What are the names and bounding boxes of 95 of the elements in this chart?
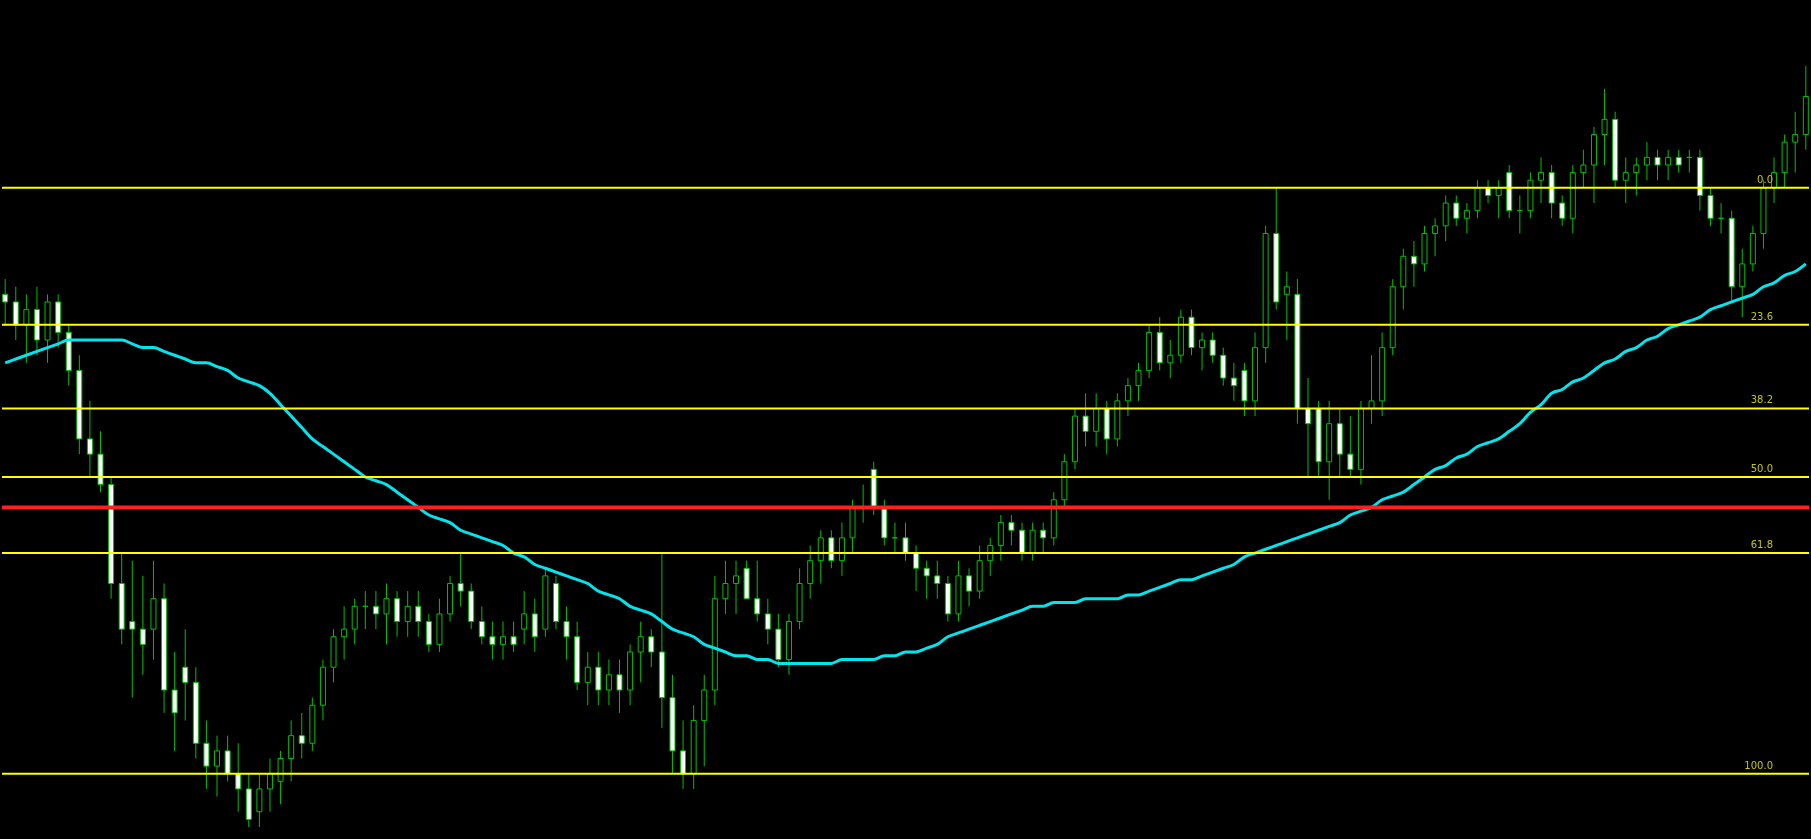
- candlestick: [1305, 377, 1311, 478]
- candlestick: [1167, 339, 1174, 379]
- candlestick: [23, 293, 30, 364]
- candlestick: [1633, 156, 1640, 196]
- annotation: 38.2: [1750, 394, 1773, 406]
- candlestick: [1463, 202, 1470, 234]
- candlestick: [351, 598, 358, 645]
- candlestick: [171, 651, 178, 752]
- candlestick: [648, 628, 655, 668]
- candlestick: [1559, 194, 1566, 227]
- candlestick: [1432, 217, 1439, 257]
- candlestick: [12, 286, 19, 341]
- candlestick: [404, 590, 411, 638]
- candlestick: [1453, 194, 1460, 227]
- candlestick: [1082, 392, 1089, 448]
- candlestick: [838, 522, 845, 577]
- candlestick: [754, 560, 761, 623]
- candlestick: [235, 742, 242, 813]
- candlestick: [1220, 347, 1227, 387]
- candlestick: [1347, 415, 1354, 478]
- candlestick: [1410, 240, 1417, 288]
- candlestick: [1029, 522, 1036, 562]
- candlestick: [203, 719, 210, 790]
- candlestick: [828, 529, 835, 569]
- candlestick: [224, 735, 231, 782]
- candlestick: [1199, 331, 1206, 371]
- candlestick: [129, 560, 136, 699]
- candlestick: [277, 750, 284, 805]
- candlestick: [521, 590, 528, 645]
- candlestick: [1707, 187, 1714, 227]
- candlestick: [563, 605, 570, 661]
- annotation: 61.8: [1750, 539, 1773, 551]
- candlestick: [1601, 88, 1608, 166]
- candlestick: [913, 544, 920, 592]
- candlestick: [1675, 149, 1682, 174]
- candlestick: [923, 560, 930, 600]
- candlestick: [637, 621, 644, 683]
- candlestick: [807, 544, 814, 600]
- candlestick: [1442, 194, 1449, 242]
- candlestick: [383, 583, 390, 645]
- candlestick: [595, 651, 602, 706]
- candlestick: [1008, 514, 1015, 546]
- candlestick: [394, 590, 401, 638]
- candlestick: [722, 560, 729, 615]
- candlestick: [764, 598, 771, 645]
- candlestick: [1739, 248, 1746, 318]
- candlestick: [139, 575, 146, 676]
- candlestick: [510, 621, 517, 653]
- candlestick: [266, 758, 273, 813]
- candlestick: [478, 605, 485, 645]
- candlestick: [1538, 156, 1545, 204]
- candlestick: [1093, 392, 1100, 448]
- annotation: 50.0: [1750, 462, 1773, 474]
- candlestick: [1654, 149, 1661, 181]
- candlestick: [182, 628, 189, 721]
- candlestick: [1040, 522, 1047, 554]
- candlestick: [489, 621, 496, 661]
- candlestick: [1019, 522, 1026, 562]
- candlestick: [531, 598, 538, 653]
- candlestick: [1580, 149, 1587, 189]
- candlestick: [415, 590, 422, 638]
- candlestick: [457, 552, 464, 607]
- candlestick: [500, 621, 506, 661]
- candlestick: [214, 735, 221, 798]
- candlestick: [1124, 377, 1131, 417]
- candlestick: [298, 712, 305, 759]
- candlestick: [680, 719, 687, 790]
- candlestick: [341, 605, 348, 661]
- candlestick: [86, 400, 93, 478]
- candlestick: [425, 613, 432, 653]
- candlestick: [966, 567, 973, 607]
- candlestick: [1135, 362, 1142, 402]
- candlestick: [1474, 179, 1481, 219]
- annotation: 100.0: [1744, 759, 1773, 771]
- candlestick: [1643, 141, 1650, 181]
- candlestick: [1230, 362, 1237, 402]
- candlestick: [934, 560, 941, 600]
- candlestick: [1368, 354, 1375, 425]
- candlestick: [817, 529, 824, 584]
- candlestick: [1283, 271, 1290, 341]
- candlestick: [616, 659, 623, 714]
- candlestick: [1792, 111, 1799, 174]
- candlestick: [997, 514, 1004, 562]
- candlestick: [733, 560, 740, 615]
- candlestick: [1665, 149, 1672, 181]
- candlestick: [902, 522, 909, 562]
- candlestick: [1622, 156, 1629, 204]
- candlestick: [2, 278, 9, 326]
- candlestick: [1209, 331, 1216, 364]
- candlestick: [256, 773, 263, 828]
- candlestick: [288, 719, 295, 782]
- candlestick: [372, 590, 379, 630]
- candlestick: [584, 651, 591, 706]
- annotation: 23.6: [1750, 310, 1773, 322]
- candlestick: [605, 659, 612, 706]
